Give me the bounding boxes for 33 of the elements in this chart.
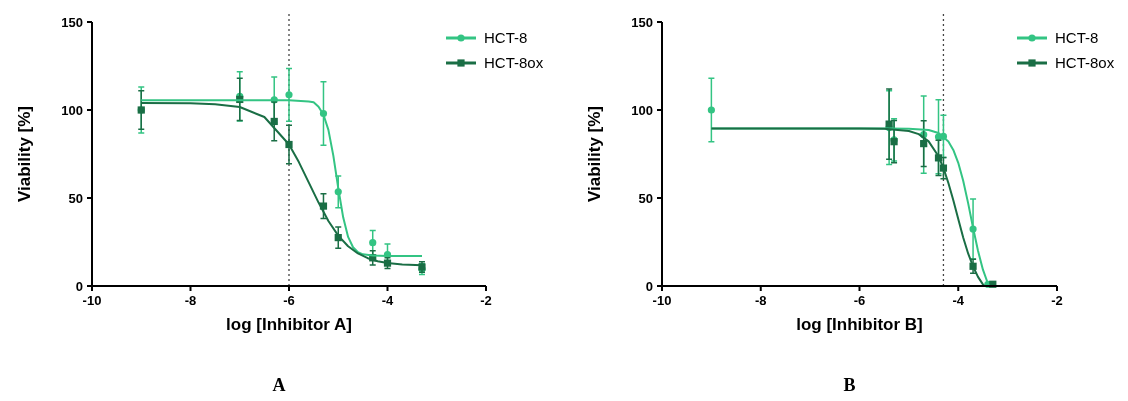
point (707, 106, 715, 114)
x-tick-label: -10 (652, 293, 672, 308)
y-tick-label: 0 (645, 278, 653, 294)
x-tick-label: -8 (184, 293, 197, 308)
y-tick-label: 0 (75, 278, 83, 294)
y-tick-label: 50 (638, 190, 653, 206)
y-axis-title: Viability [%] (585, 105, 604, 203)
point (369, 239, 377, 247)
x-tick-label: -6 (853, 293, 866, 308)
text: B (843, 375, 856, 395)
y-axis-title: Viability [%] (15, 105, 34, 203)
x-tick-label: -2 (1051, 293, 1063, 308)
x-tick-label: -8 (754, 293, 767, 308)
y-tick-label: 150 (61, 14, 83, 30)
y-tick-label: 50 (68, 190, 83, 206)
point (270, 117, 278, 126)
legend-label: HCT-8 (1055, 29, 1099, 46)
point (285, 91, 293, 99)
x-tick-label: -4 (381, 293, 395, 308)
x-tick-label: -6 (283, 293, 295, 308)
x-axis-title: log [Inhibitor B] (796, 315, 923, 334)
legend-label: HCT-8ox (1055, 54, 1115, 71)
x-axis-title: log [Inhibitor A] (226, 315, 352, 334)
text: A (272, 375, 286, 395)
y-tick-label: 100 (631, 102, 653, 118)
y-tick-label: 150 (631, 14, 653, 30)
legend-label: HCT-8 (484, 29, 528, 46)
y-tick-label: 100 (61, 102, 83, 118)
legend-label: HCT-8ox (484, 54, 544, 71)
x-tick-label: -10 (82, 293, 102, 308)
point (920, 140, 928, 148)
x-tick-label: -4 (952, 293, 965, 308)
x-tick-label: -2 (480, 293, 492, 308)
